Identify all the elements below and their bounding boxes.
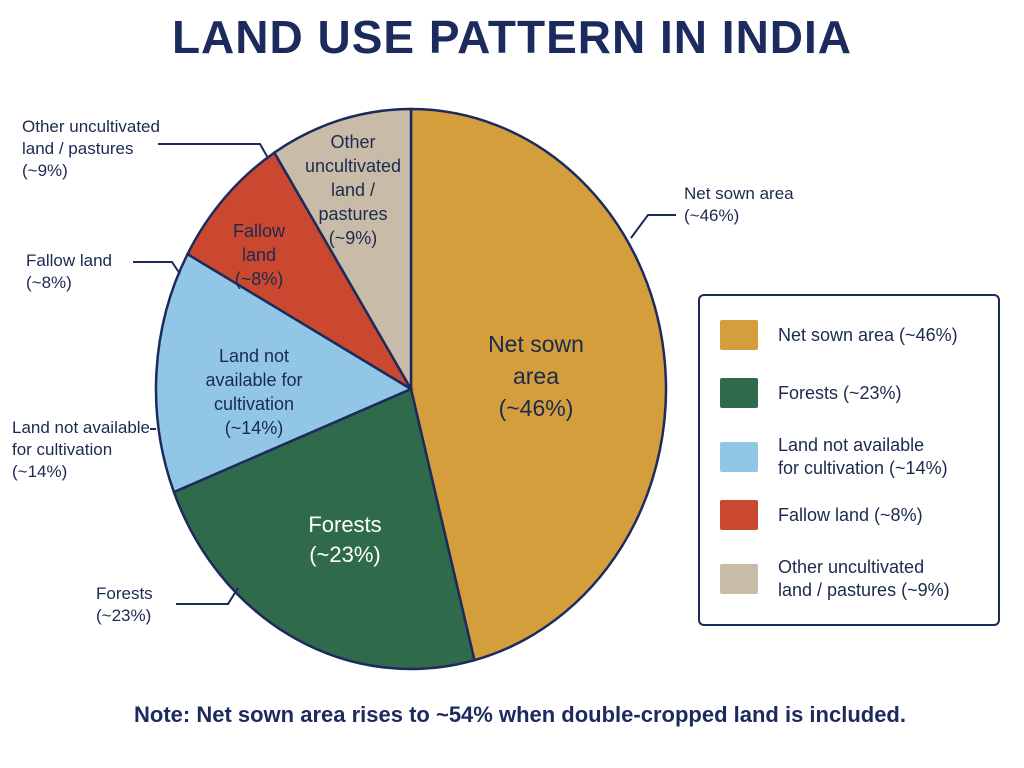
- outer-label-line: Land not available: [12, 418, 151, 437]
- legend-item-fallow: Fallow land (~8%): [720, 500, 923, 530]
- leader-line-forests: [176, 587, 239, 605]
- legend-item-forests: Forests (~23%): [720, 378, 902, 408]
- slice-label-line: Land not: [219, 346, 289, 366]
- legend-label-line: Forests (~23%): [778, 382, 902, 403]
- slice-label-line: pastures: [318, 204, 387, 224]
- slice-label-line: uncultivated: [305, 156, 401, 176]
- pie-slice-not_available: [154, 252, 414, 494]
- outer-label-line: (~46%): [684, 206, 740, 225]
- slice-label-fallow: Fallow land (~8%): [233, 221, 286, 289]
- legend-swatch-fallow: [720, 500, 758, 530]
- legend-label-line: for cultivation (~14%): [778, 458, 948, 478]
- outer-label-line: Net sown area: [684, 184, 794, 203]
- slice-label-line: available for: [205, 370, 302, 390]
- legend-swatch-other: [720, 564, 758, 594]
- slice-label-line: (~8%): [235, 269, 284, 289]
- legend-item-not_available: Land not available for cultivation (~14%): [720, 434, 948, 480]
- slice-label-line: area: [513, 363, 559, 389]
- chart-title: LAND USE PATTERN IN INDIA: [171, 11, 853, 63]
- legend-swatch-forests: [720, 378, 758, 408]
- outer-label-forests: Forests (~23%): [96, 583, 153, 627]
- pie-slice-forests: [172, 387, 476, 671]
- outer-label-line: (~14%): [12, 462, 68, 481]
- legend-label-fallow: Fallow land (~8%): [778, 504, 923, 527]
- outer-label-line: for cultivation: [12, 440, 113, 459]
- outer-label-line: land / pastures: [22, 139, 134, 158]
- slice-label-line: Fallow: [233, 221, 286, 241]
- legend-label-forests: Forests (~23%): [778, 382, 902, 405]
- outer-label-line: (~8%): [26, 273, 72, 292]
- pie-slice-fallow: [185, 150, 413, 391]
- legend: Net sown area (~46%) Forests (~23%) Land n…: [698, 294, 1000, 626]
- slice-label-other: Other uncultivated land / pastures (~9%): [305, 132, 401, 248]
- slice-label-line: land: [242, 245, 276, 265]
- slice-label-line: (~14%): [225, 418, 284, 438]
- leader-line-net_sown: [630, 214, 676, 239]
- slice-label-line: cultivation: [214, 394, 294, 414]
- outer-label-fallow: Fallow land (~8%): [26, 250, 112, 294]
- legend-label-not_available: Land not available for cultivation (~14%): [778, 434, 948, 480]
- slice-label-line: (~23%): [309, 542, 381, 567]
- legend-swatch-net_sown: [720, 320, 758, 350]
- legend-label-line: Other uncultivated: [778, 557, 925, 577]
- outer-label-other: Other uncultivated land / pastures (~9%): [22, 116, 160, 182]
- pie-slice-net_sown: [409, 107, 668, 662]
- slice-label-line: Net sown: [488, 331, 584, 357]
- slice-label-line: Other: [330, 132, 375, 152]
- outer-label-line: Other uncultivated: [22, 117, 160, 136]
- outer-label-not_available: Land not available for cultivation (~14%): [12, 417, 150, 483]
- outer-label-line: Fallow land: [26, 251, 112, 270]
- slice-label-forests: Forests (~23%): [308, 512, 381, 567]
- slice-label-line: Forests: [308, 512, 381, 537]
- leader-line-other: [158, 143, 269, 159]
- slice-label-line: (~46%): [499, 395, 574, 421]
- outer-label-net_sown: Net sown area (~46%): [684, 183, 794, 227]
- legend-label-line: Land not available: [778, 435, 925, 455]
- legend-label-line: Net sown area (~46%): [778, 324, 958, 345]
- legend-label-line: Fallow land (~8%): [778, 504, 923, 525]
- outer-label-line: (~23%): [96, 606, 152, 625]
- leader-line-fallow: [133, 261, 181, 275]
- legend-label-other: Other uncultivated land / pastures (~9%): [778, 556, 950, 602]
- slice-label-line: (~9%): [329, 228, 378, 248]
- slice-label-not_available: Land not available for cultivation (~14%): [205, 346, 302, 438]
- footnote: Note: Net sown area rises to ~54% when d…: [134, 702, 906, 727]
- legend-item-other: Other uncultivated land / pastures (~9%): [720, 556, 950, 602]
- slice-label-line: land /: [331, 180, 375, 200]
- legend-item-net_sown: Net sown area (~46%): [720, 320, 958, 350]
- outer-label-line: (~9%): [22, 161, 68, 180]
- pie-slice-other: [272, 107, 413, 394]
- outer-label-line: Forests: [96, 584, 153, 603]
- legend-swatch-not_available: [720, 442, 758, 472]
- slice-label-net_sown: Net sown area (~46%): [488, 331, 584, 421]
- legend-label-net_sown: Net sown area (~46%): [778, 324, 958, 347]
- legend-label-line: land / pastures (~9%): [778, 580, 950, 600]
